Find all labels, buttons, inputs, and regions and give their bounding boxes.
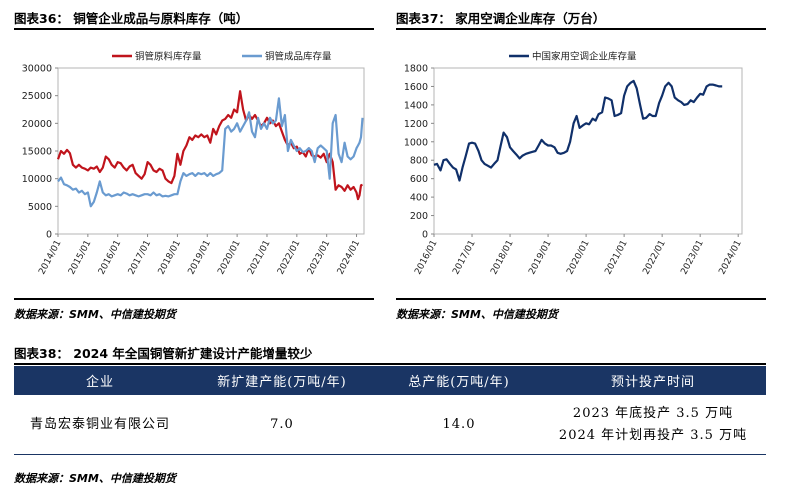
- fig36-y-tick-label: 10000: [22, 174, 52, 185]
- fig36-x-tick-label: 2015/01: [67, 239, 93, 277]
- capacity-table: 企业 新扩建产能(万吨/年) 总产能(万吨/年) 预计投产时间 青岛宏泰铜业有限…: [14, 366, 766, 455]
- fig36-x-tick-label: 2018/01: [157, 239, 183, 277]
- fig37-y-tick-label: 600: [410, 174, 428, 185]
- fig38-title: 图表38： 2024 年全国铜管新扩建设计产能增量较少: [14, 346, 313, 361]
- header-company: 企业: [14, 366, 186, 395]
- fig36-x-tick-label: 2020/01: [216, 239, 242, 277]
- fig36-series-line-2: [57, 97, 364, 208]
- fig37-source: 数据来源：SMM、中信建投期货: [396, 308, 558, 321]
- fig38-source: 数据来源：SMM、中信建投期货: [14, 472, 176, 485]
- fig36-y-tick-label: 0: [46, 230, 52, 241]
- fig37-y-tick-label: 200: [410, 211, 428, 222]
- fig37-title-rule: [396, 28, 766, 30]
- schedule-line-1: 2023 年底投产 3.5 万吨: [572, 405, 734, 421]
- fig37-y-tick-label: 800: [410, 156, 428, 167]
- fig36-y-tick-label: 30000: [22, 64, 52, 75]
- fig36-x-tick-label: 2022/01: [276, 239, 302, 277]
- fig37-title: 图表37： 家用空调企业库存（万台）: [396, 11, 606, 26]
- fig37-x-tick-label: 2022/01: [641, 239, 667, 277]
- table-row: 青岛宏泰铜业有限公司 7.0 14.0 2023 年底投产 3.5 万吨 202…: [14, 395, 766, 455]
- fig36-x-tick-label: 2021/01: [246, 239, 272, 277]
- fig36-series-line-1: [56, 90, 363, 201]
- fig36-x-tick-label: 2014/01: [37, 239, 63, 277]
- fig36-legend-label-1: 铜管原料库存量: [135, 51, 202, 63]
- fig37-x-tick-label: 2019/01: [527, 239, 553, 277]
- cell-schedule: 2023 年底投产 3.5 万吨 2024 年计划再投产 3.5 万吨: [540, 395, 766, 455]
- fig37-chart-svg: 0 200 400 600 800 1000 1200 1400 1600 1800 2016/01…: [404, 51, 744, 277]
- fig36-x-tick-label: 2024/01: [336, 239, 362, 277]
- fig36-x-tick-label: 2016/01: [97, 239, 123, 277]
- fig37-x-tick-label: 2016/01: [413, 239, 439, 277]
- fig36-source: 数据来源：SMM、中信建投期货: [14, 308, 176, 321]
- fig36-x-tick-label: 2019/01: [187, 239, 213, 277]
- fig36-chart: 0 5000 10000 15000 20000 25000 30000 2014/01 201…: [14, 32, 374, 294]
- fig36-x-tick-label: 2017/01: [127, 239, 153, 277]
- fig37-legend-label-1: 中国家用空调企业库存量: [532, 51, 637, 63]
- capacity-table-header: 企业 新扩建产能(万吨/年) 总产能(万吨/年) 预计投产时间: [14, 366, 766, 395]
- fig37-bottom-rule: [396, 298, 766, 300]
- cell-total-capacity: 14.0: [378, 395, 540, 455]
- cell-new-capacity: 7.0: [186, 395, 378, 455]
- fig37-x-tick-label: 2021/01: [603, 239, 629, 277]
- fig36-title-rule: [14, 28, 374, 30]
- fig37-y-tick-label: 1600: [404, 82, 428, 93]
- fig36-title: 图表36： 铜管企业成品与原料库存（吨）: [14, 11, 249, 26]
- fig36-bottom-rule: [14, 298, 374, 300]
- fig36-legend-label-2: 铜管成品库存量: [265, 51, 332, 63]
- fig36-y-tick-label: 5000: [28, 202, 52, 213]
- fig37-x-tick-label: 2024/01: [717, 239, 743, 277]
- header-schedule: 预计投产时间: [540, 366, 766, 395]
- fig37-y-tick-label: 0: [422, 230, 428, 241]
- fig36-x-tick-label: 2023/01: [306, 239, 332, 277]
- fig37-plot-frame: [433, 67, 743, 235]
- fig37-chart: 0 200 400 600 800 1000 1200 1400 1600 1800 2016/01…: [396, 32, 766, 294]
- fig37-y-tick-label: 1200: [404, 119, 428, 130]
- fig37-series-line-1: [433, 79, 723, 182]
- fig37-y-tick-label: 1000: [404, 137, 428, 148]
- cell-company: 青岛宏泰铜业有限公司: [14, 395, 186, 455]
- fig37-x-tick-label: 2018/01: [489, 239, 515, 277]
- fig37-x-tick-label: 2017/01: [451, 239, 477, 277]
- header-total-capacity: 总产能(万吨/年): [378, 366, 540, 395]
- fig37-y-tick-label: 400: [410, 193, 428, 204]
- schedule-line-2: 2024 年计划再投产 3.5 万吨: [558, 427, 748, 443]
- fig36-y-tick-label: 15000: [22, 147, 52, 158]
- fig37-x-tick-label: 2020/01: [565, 239, 591, 277]
- fig37-x-tick-label: 2023/01: [679, 239, 705, 277]
- fig36-y-tick-label: 25000: [22, 91, 52, 102]
- fig38-title-rule: [14, 363, 766, 365]
- fig36-y-tick-label: 20000: [22, 119, 52, 130]
- fig37-y-tick-label: 1800: [404, 64, 428, 75]
- header-new-capacity: 新扩建产能(万吨/年): [186, 366, 378, 395]
- fig37-y-tick-label: 1400: [404, 100, 428, 111]
